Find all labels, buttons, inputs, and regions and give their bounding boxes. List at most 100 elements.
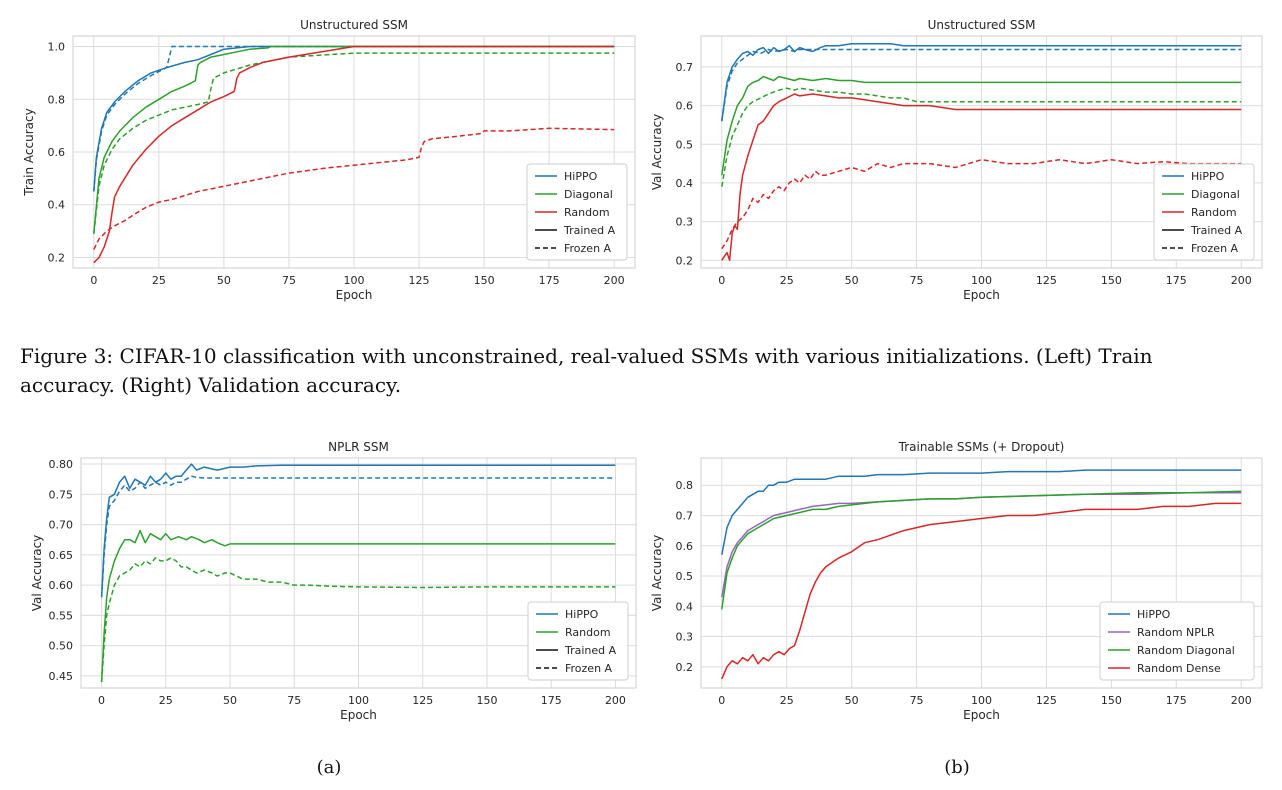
x-tick-label: 100 bbox=[971, 274, 992, 287]
y-tick-label: 0.7 bbox=[676, 61, 694, 74]
x-tick-label: 0 bbox=[718, 274, 725, 287]
x-tick-label: 25 bbox=[152, 274, 166, 287]
y-tick-label: 0.6 bbox=[676, 100, 694, 113]
x-tick-label: 100 bbox=[344, 274, 365, 287]
x-tick-label: 75 bbox=[282, 274, 296, 287]
plot-frame bbox=[700, 35, 1263, 269]
y-tick-label: 0.6 bbox=[676, 540, 694, 553]
series-line-0 bbox=[93, 45, 615, 192]
x-tick-label: 25 bbox=[159, 694, 173, 707]
plot-title: Unstructured SSM bbox=[300, 18, 408, 32]
y-tick-label: 0.4 bbox=[48, 199, 66, 212]
plot-title: Unstructured SSM bbox=[928, 18, 1036, 32]
y-tick-label: 0.70 bbox=[49, 519, 74, 532]
x-axis-label: Epoch bbox=[340, 708, 377, 722]
series-line-2 bbox=[93, 45, 615, 234]
x-tick-label: 175 bbox=[1166, 274, 1187, 287]
series-line-1 bbox=[100, 475, 616, 598]
y-tick-label: 0.75 bbox=[49, 488, 74, 501]
y-tick-label: 0.80 bbox=[49, 458, 74, 471]
y-tick-label: 1.0 bbox=[48, 41, 66, 54]
legend-entry: Trained A bbox=[564, 644, 617, 657]
x-tick-label: 75 bbox=[287, 694, 301, 707]
y-tick-label: 0.4 bbox=[676, 600, 694, 613]
x-tick-label: 150 bbox=[1101, 274, 1122, 287]
subfigure-label-a: (a) bbox=[317, 757, 342, 778]
legend-entry: Random bbox=[1191, 206, 1237, 219]
plot-val-accuracy-unstructured: 0 25 50 75 100 125 150 175 200 0.2 0.3 0.4 0.5 0.6 0.7… bbox=[650, 18, 1263, 302]
x-tick-label: 0 bbox=[98, 694, 105, 707]
legend-entry: HiPPO bbox=[565, 608, 599, 621]
plot-frame bbox=[72, 35, 636, 269]
legend-entry: Frozen A bbox=[1191, 242, 1239, 255]
series-line-2 bbox=[100, 529, 616, 682]
y-tick-label: 0.55 bbox=[49, 609, 74, 622]
x-tick-label: 175 bbox=[1166, 694, 1187, 707]
y-tick-label: 0.2 bbox=[676, 254, 694, 267]
legend-box bbox=[1153, 163, 1255, 261]
legend-entry: Random Dense bbox=[1137, 662, 1221, 675]
x-tick-label: 200 bbox=[1231, 274, 1252, 287]
legend-entry: HiPPO bbox=[1137, 608, 1171, 621]
x-tick-label: 125 bbox=[412, 694, 433, 707]
legend-entry: Trained A bbox=[1190, 224, 1243, 237]
y-tick-label: 0.8 bbox=[676, 479, 694, 492]
legend-entry: Random Diagonal bbox=[1137, 644, 1235, 657]
legend-entry: Random NPLR bbox=[1137, 626, 1215, 639]
legend-box bbox=[1099, 601, 1255, 681]
plot-frame bbox=[700, 457, 1263, 689]
series-line-3 bbox=[721, 502, 1242, 680]
y-tick-label: 0.5 bbox=[676, 570, 694, 583]
series-line-0 bbox=[721, 469, 1242, 555]
legend-entry: Frozen A bbox=[564, 242, 612, 255]
y-tick-label: 0.5 bbox=[676, 138, 694, 151]
series-line-3 bbox=[100, 557, 616, 682]
x-tick-label: 200 bbox=[605, 694, 626, 707]
y-tick-label: 0.8 bbox=[48, 93, 66, 106]
x-tick-label: 0 bbox=[90, 274, 97, 287]
y-tick-label: 0.45 bbox=[49, 670, 74, 683]
plot-trainable-ssms: 0 25 50 75 100 125 150 175 200 0.2 0.3 0.4 0.5 0.6 0.7… bbox=[650, 440, 1263, 722]
legend-box bbox=[526, 163, 628, 261]
series-line-0 bbox=[721, 42, 1242, 122]
series-line-3 bbox=[721, 87, 1242, 187]
series-line-4 bbox=[721, 93, 1242, 262]
plot-frame bbox=[80, 457, 637, 689]
x-tick-label: 150 bbox=[474, 274, 495, 287]
x-tick-label: 125 bbox=[409, 274, 430, 287]
x-tick-label: 75 bbox=[910, 274, 924, 287]
x-tick-label: 0 bbox=[718, 694, 725, 707]
x-tick-label: 125 bbox=[1036, 274, 1057, 287]
x-tick-label: 150 bbox=[476, 694, 497, 707]
x-tick-label: 150 bbox=[1101, 694, 1122, 707]
legend-entry: Diagonal bbox=[564, 188, 613, 201]
plot-title: Trainable SSMs (+ Dropout) bbox=[898, 440, 1065, 454]
x-tick-label: 50 bbox=[223, 694, 237, 707]
x-axis-label: Epoch bbox=[963, 288, 1000, 302]
plot-title: NPLR SSM bbox=[328, 440, 389, 454]
y-tick-label: 0.60 bbox=[49, 579, 74, 592]
x-tick-label: 200 bbox=[604, 274, 625, 287]
legend-entry: Diagonal bbox=[1191, 188, 1240, 201]
legend-entry: HiPPO bbox=[1191, 170, 1225, 183]
x-tick-label: 200 bbox=[1231, 694, 1252, 707]
series-line-2 bbox=[721, 490, 1242, 610]
y-tick-label: 0.65 bbox=[49, 549, 74, 562]
series-line-0 bbox=[100, 463, 616, 598]
legend-entry: HiPPO bbox=[564, 170, 598, 183]
series-line-5 bbox=[721, 158, 1242, 250]
plot-train-accuracy: 0 25 50 75 100 125 150 175 200 0.2 0.4 0.6 0.8 1.0 Uns… bbox=[22, 18, 636, 302]
y-tick-label: 0.50 bbox=[49, 640, 74, 653]
y-axis-label: Val Accuracy bbox=[650, 535, 664, 612]
legend-entry: Frozen A bbox=[565, 662, 613, 675]
x-tick-label: 175 bbox=[539, 274, 560, 287]
x-tick-label: 100 bbox=[348, 694, 369, 707]
caption-line-2: accuracy. (Right) Validation accuracy. bbox=[20, 373, 401, 397]
y-axis-label: Val Accuracy bbox=[650, 114, 664, 191]
plot-nplr-ssm: 0 25 50 75 100 125 150 175 200 0.45 0.50 0.55 0.60 0.… bbox=[30, 440, 637, 722]
legend-entry: Trained A bbox=[563, 224, 616, 237]
x-tick-label: 25 bbox=[780, 274, 794, 287]
series-line-1 bbox=[93, 45, 615, 192]
caption-line-1: Figure 3: CIFAR-10 classification with u… bbox=[20, 344, 1153, 368]
